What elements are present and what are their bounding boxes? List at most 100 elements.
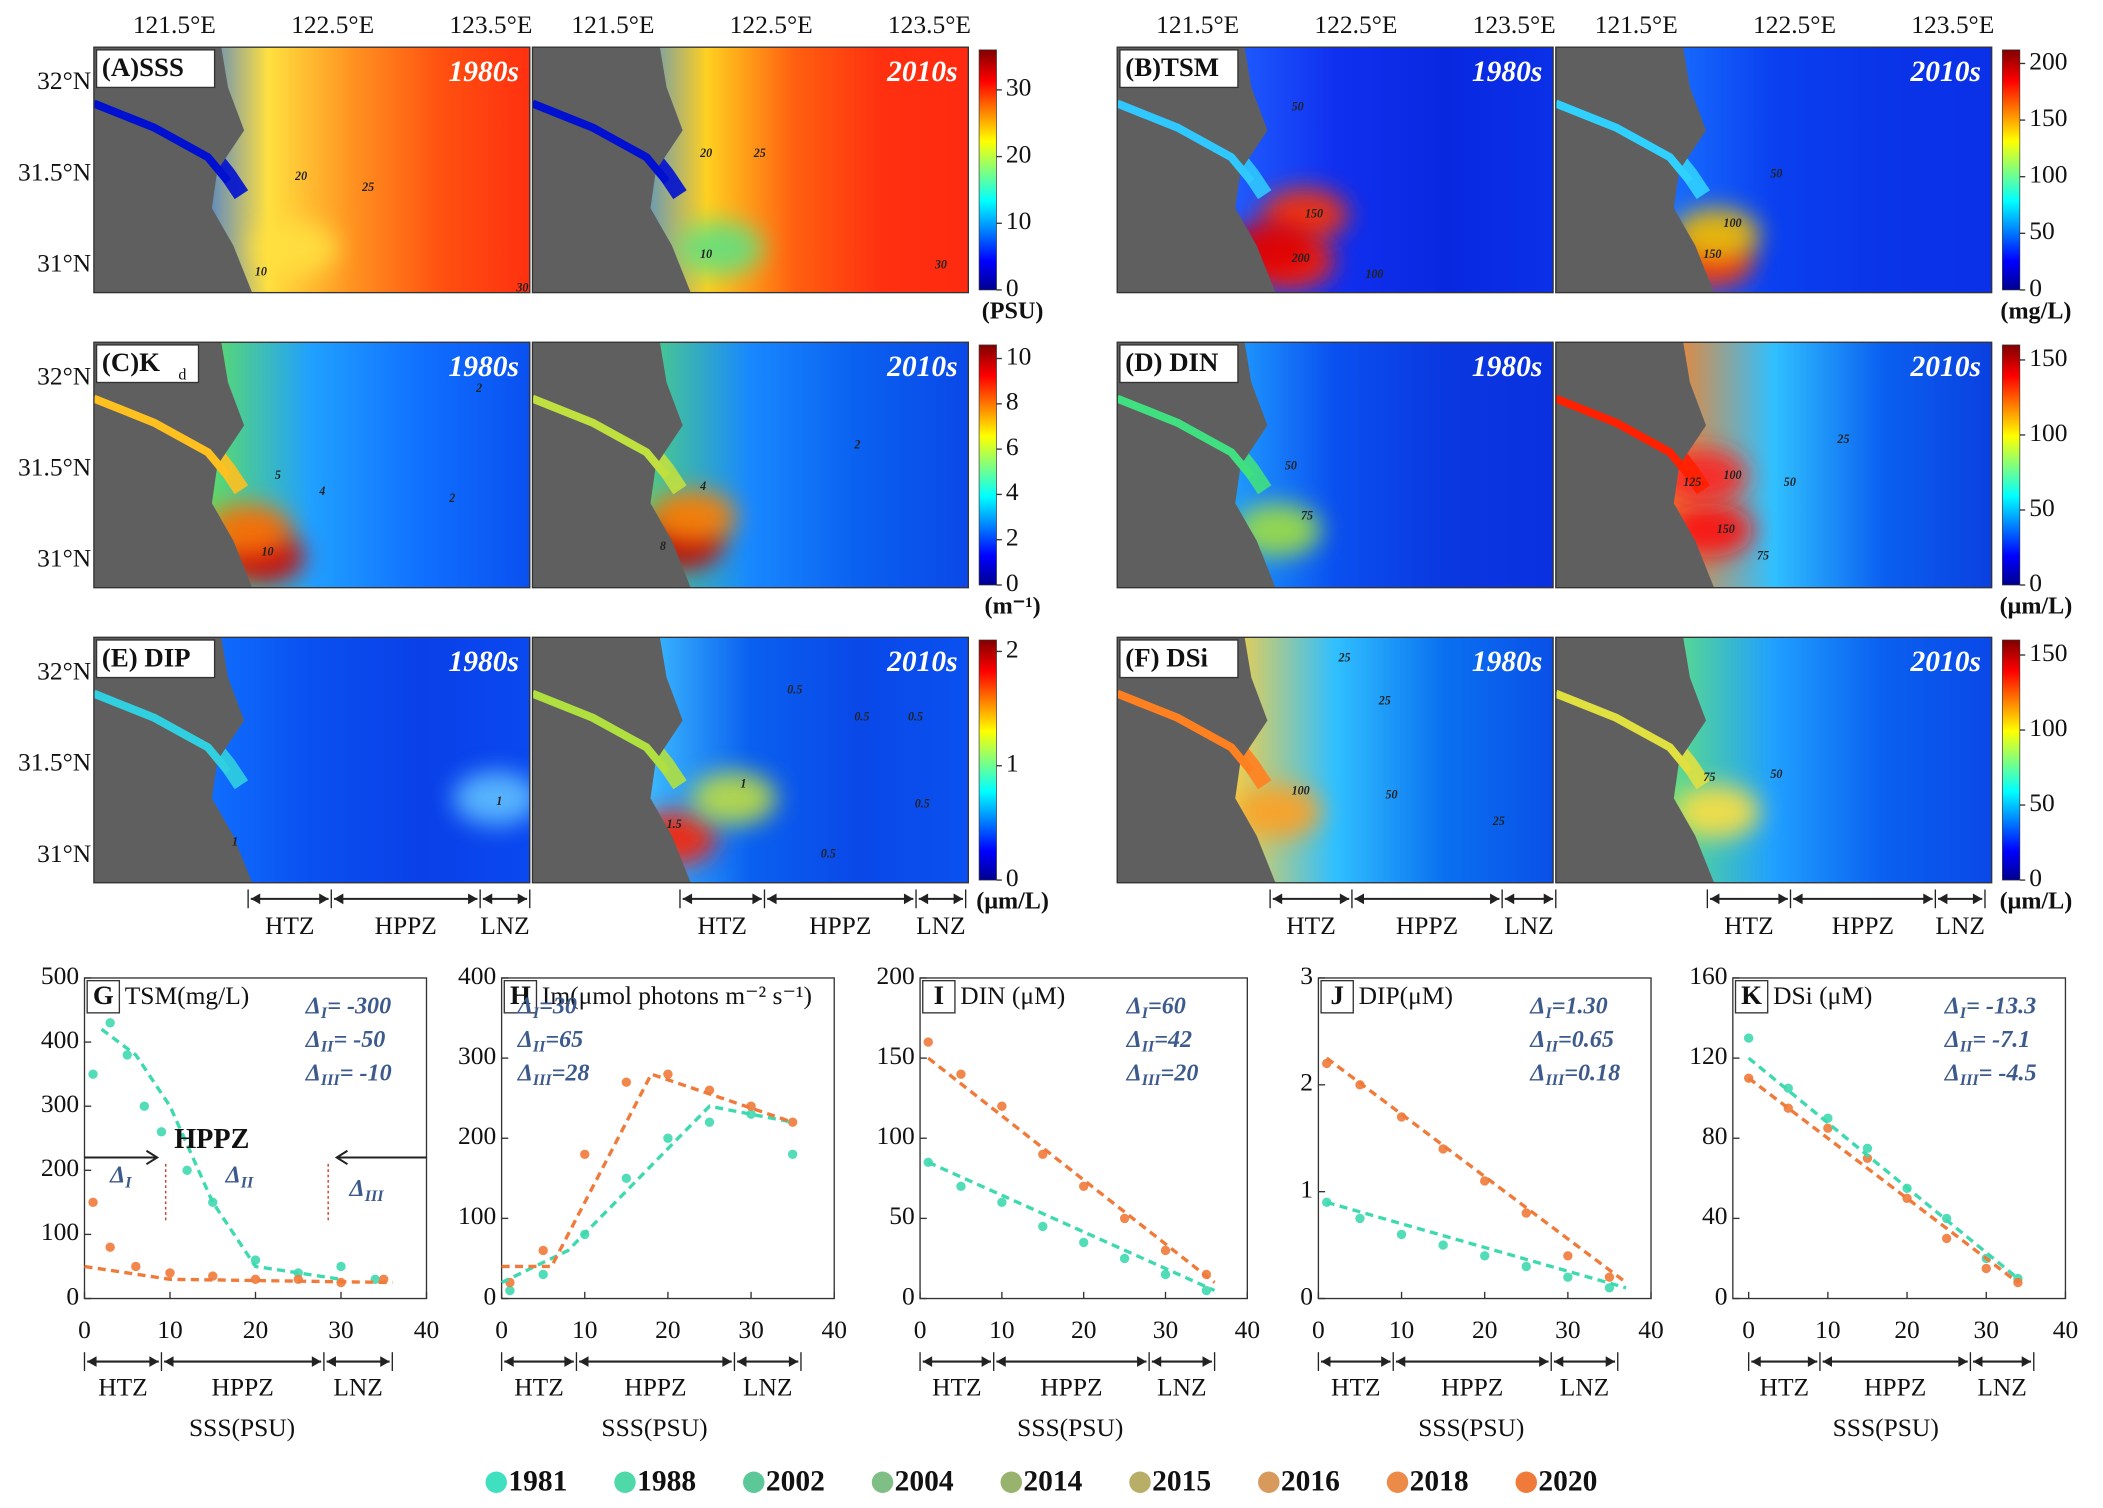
colorbar-tick-label: 1 xyxy=(1006,749,1019,778)
colorbar xyxy=(978,49,997,291)
delta-annotation: ΔIII= -4.5 xyxy=(1944,1059,2037,1089)
legend-label: 2002 xyxy=(766,1465,825,1497)
point xyxy=(1160,1245,1171,1256)
contour-label: 2 xyxy=(448,491,455,505)
map-field xyxy=(532,637,969,883)
point xyxy=(88,1197,98,1208)
map-field xyxy=(532,47,969,293)
panel-title: DIN (μM) xyxy=(960,981,1065,1010)
river-channel xyxy=(1555,689,1694,775)
colorbar-tick-label: 2 xyxy=(1006,523,1019,552)
period-label: 1980s xyxy=(1472,56,1542,88)
hotspot xyxy=(690,771,777,826)
point xyxy=(1604,1272,1615,1282)
annotation-sub: III xyxy=(320,1072,341,1089)
colorbar-tick-label: 100 xyxy=(2029,713,2067,742)
annotation-symbol: Δ xyxy=(109,1161,125,1188)
point xyxy=(621,1077,632,1087)
y-tick-label: 2 xyxy=(1300,1068,1313,1097)
contour-label: 4 xyxy=(318,484,325,498)
x-tick-label: 0 xyxy=(495,1315,508,1344)
delta-annotation: ΔI= -300 xyxy=(305,992,391,1022)
contour-label: 20 xyxy=(294,169,307,183)
contour-label: 50 xyxy=(1770,166,1782,180)
lon-tick-label: 123.5°E xyxy=(1911,10,1994,39)
panel-label: (C)K d xyxy=(95,344,200,383)
point xyxy=(122,1050,132,1060)
panel-label-text: (C)K xyxy=(102,347,160,377)
zone-label: HPPZ xyxy=(375,911,437,940)
lon-tick-label: 122.5°E xyxy=(1314,10,1397,39)
land xyxy=(1555,47,1715,293)
point xyxy=(250,1274,261,1284)
contour-label: 0.5 xyxy=(908,710,923,724)
annotation-sub: III xyxy=(1959,1072,1980,1089)
point xyxy=(663,1069,673,1079)
point xyxy=(956,1069,966,1079)
panel-label-box xyxy=(1119,344,1239,384)
delta-annotation: ΔIII= -10 xyxy=(305,1059,392,1089)
map-frame xyxy=(1555,341,1993,589)
colorbar-tick-label: 150 xyxy=(2029,103,2067,132)
point xyxy=(538,1269,548,1280)
zone-label: LNZ xyxy=(1560,1373,1610,1402)
y-tick-label: 80 xyxy=(1702,1121,1727,1150)
contour-label: 25 xyxy=(753,146,766,160)
contour-label: 25 xyxy=(1836,432,1849,446)
river-channel xyxy=(1117,99,1255,184)
x-axis-label: SSS(PSU) xyxy=(1418,1413,1524,1442)
colorbar-tick-label: 0 xyxy=(1006,568,1019,597)
map-frame xyxy=(1555,636,1993,884)
river-channel xyxy=(532,689,670,775)
colorbar-unit: (m⁻¹) xyxy=(985,592,1041,619)
contour-label: 30 xyxy=(515,280,528,294)
fit-line xyxy=(1747,1056,2019,1280)
delta-annotation: ΔIII=20 xyxy=(1126,1059,1199,1089)
y-tick-label: 200 xyxy=(41,1153,79,1182)
annotation-text: = -50 xyxy=(333,1026,385,1053)
zone-delta: ΔI xyxy=(109,1161,132,1191)
period-label: 1980s xyxy=(449,351,519,383)
legend-label: 2020 xyxy=(1538,1465,1597,1497)
period-label: 2010s xyxy=(886,646,957,678)
point xyxy=(505,1285,515,1296)
arrow-head xyxy=(250,893,329,905)
x-tick-label: 10 xyxy=(1815,1315,1840,1344)
map-frame xyxy=(1555,46,1993,294)
arrow xyxy=(84,1149,160,1166)
arrow-head xyxy=(1710,893,1788,905)
annotation-text: =65 xyxy=(545,1026,583,1053)
y-tick-label: 400 xyxy=(41,1025,79,1054)
point xyxy=(621,1173,632,1184)
map: 1980s 20 25 10 30 xyxy=(93,46,531,294)
delta-annotation: ΔI=1.30 xyxy=(1529,992,1607,1022)
period-label: 2010s xyxy=(1909,56,1980,88)
colorbar-tick-label: 4 xyxy=(1006,477,1019,506)
contour-label: 100 xyxy=(1723,216,1741,230)
period-label: 1980s xyxy=(449,646,519,678)
point xyxy=(663,1133,673,1143)
point xyxy=(1563,1272,1573,1282)
point xyxy=(1862,1153,1873,1163)
annotation-sub: III xyxy=(1141,1072,1162,1089)
map-field xyxy=(1555,342,1992,588)
annotation-text: =42 xyxy=(1154,1026,1192,1053)
letter-box xyxy=(1734,979,1769,1014)
colorbar xyxy=(978,344,997,586)
colorbar-unit: (μm/L) xyxy=(2000,592,2073,619)
period-label: 1980s xyxy=(1472,646,1542,678)
zone-delta: ΔII xyxy=(225,1161,254,1191)
lat-tick-label: 31.5°N xyxy=(18,453,91,482)
fit-line xyxy=(500,1104,793,1285)
annotation-symbol: Δ xyxy=(1944,992,1960,1019)
point xyxy=(156,1127,167,1137)
lon-tick-label: 121.5°E xyxy=(571,10,654,39)
legend-label: 2016 xyxy=(1281,1465,1340,1497)
contour-label: 75 xyxy=(1703,770,1715,784)
delta-annotation: ΔI= -13.3 xyxy=(1944,992,2036,1022)
plot-frame xyxy=(919,977,1248,1300)
map-field xyxy=(93,47,530,293)
legend-label: 2014 xyxy=(1023,1465,1082,1497)
map-frame xyxy=(93,636,531,884)
